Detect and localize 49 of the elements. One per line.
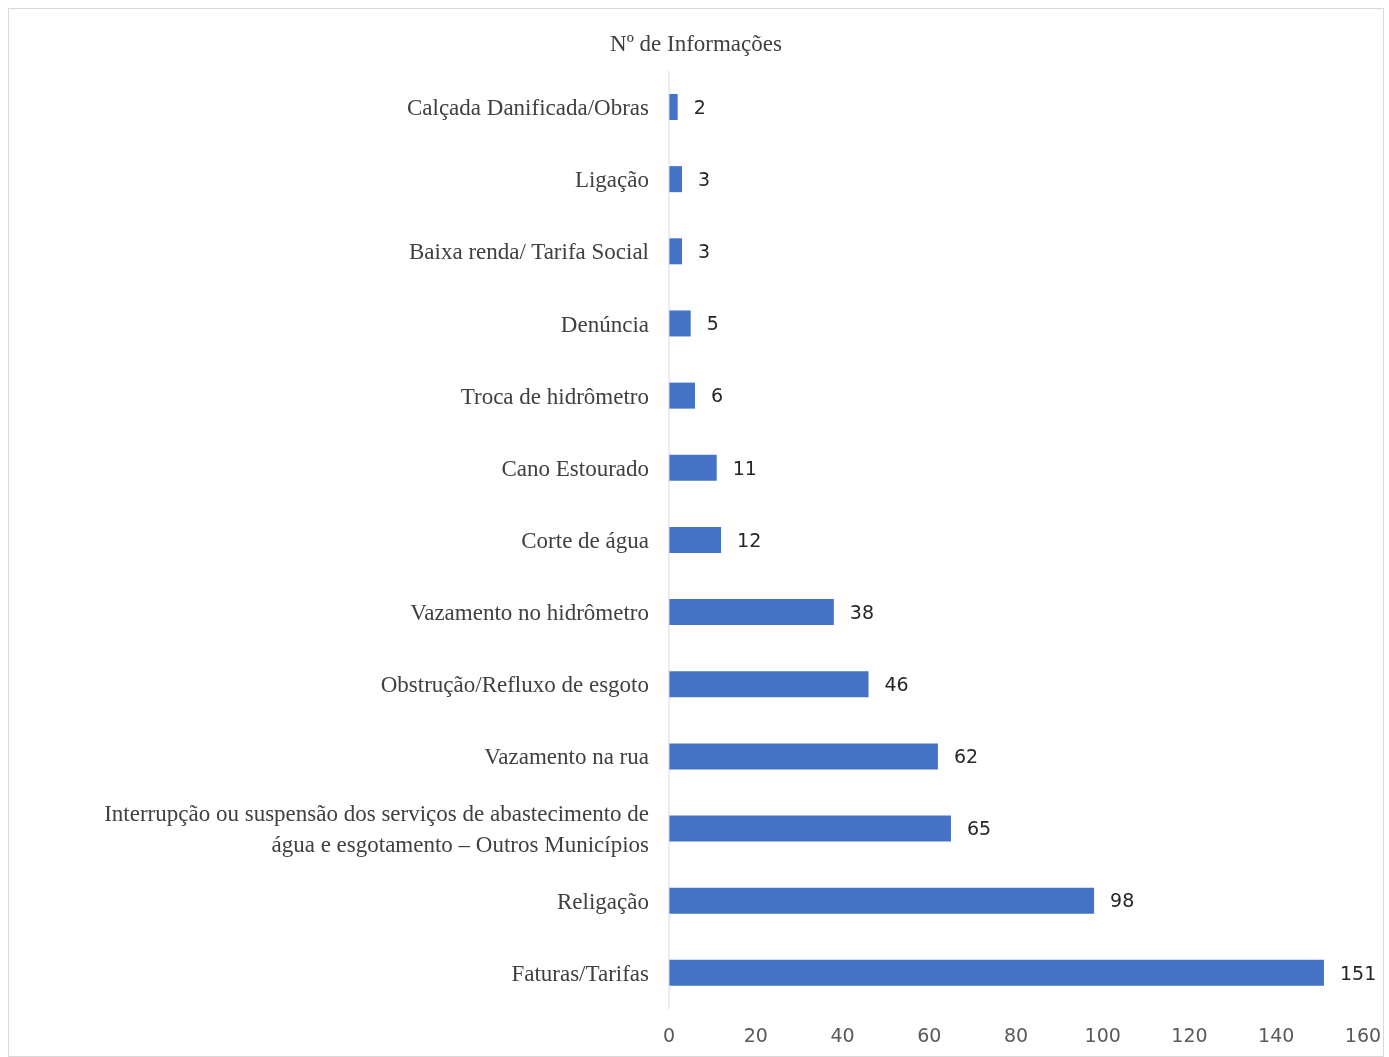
x-tick-label: 140 xyxy=(1258,1024,1295,1047)
bar xyxy=(669,166,683,193)
bar xyxy=(669,526,722,553)
y-tick-label: Interrupção ou suspensão dos serviços de abastecimento de água e esgotamento – Outros Municípios xyxy=(104,800,650,857)
bar xyxy=(669,815,951,842)
x-tick-label: 100 xyxy=(1084,1024,1121,1047)
bar xyxy=(669,454,717,481)
y-tick-label: Faturas/Tarifas xyxy=(511,960,650,986)
data-label: 62 xyxy=(953,745,979,768)
chart-title: Nº de Informações xyxy=(609,31,783,57)
y-tick-label: Obstrução/Refluxo de esgoto xyxy=(380,671,649,697)
data-label: 3 xyxy=(698,167,711,190)
x-tick-label: 0 xyxy=(662,1024,676,1047)
data-label: 11 xyxy=(732,456,757,479)
y-tick-label: Religação xyxy=(557,888,649,914)
data-label: 5 xyxy=(706,312,719,335)
data-label: 65 xyxy=(966,817,992,840)
bar xyxy=(669,382,696,409)
data-label: 151 xyxy=(1339,961,1377,984)
x-tick-label: 20 xyxy=(743,1024,768,1047)
x-tick-label: 40 xyxy=(830,1024,855,1047)
bar xyxy=(669,887,1095,914)
x-tick-label: 60 xyxy=(917,1024,942,1047)
y-tick-label: Troca de hidrômetro xyxy=(460,383,649,409)
bar xyxy=(669,238,683,265)
bar xyxy=(669,959,1324,986)
data-label: 12 xyxy=(737,528,762,551)
bar xyxy=(669,94,678,120)
data-label: 3 xyxy=(698,240,711,263)
bar xyxy=(669,743,938,770)
x-tick-label: 80 xyxy=(1003,1024,1029,1047)
y-tick-label: Calçada Danificada/Obras xyxy=(406,94,650,120)
data-label: 2 xyxy=(693,95,706,118)
bar xyxy=(669,599,834,626)
y-tick-label: Ligação xyxy=(574,166,649,192)
data-label: 38 xyxy=(849,600,875,623)
data-label: 6 xyxy=(711,384,724,407)
bar xyxy=(669,310,691,337)
data-label: 98 xyxy=(1110,889,1135,912)
y-tick-label: Cano Estourado xyxy=(501,455,649,481)
y-tick-label: Vazamento na rua xyxy=(484,743,649,769)
bar xyxy=(669,671,869,698)
y-tick-label: Baixa renda/ Tarifa Social xyxy=(408,238,649,264)
data-label: 46 xyxy=(884,672,909,695)
y-tick-label: Corte de água xyxy=(521,527,649,553)
y-tick-label: Denúncia xyxy=(560,311,649,337)
x-tick-label: 120 xyxy=(1171,1024,1208,1047)
y-tick-label: Vazamento no hidrômetro xyxy=(410,599,649,625)
x-tick-label: 160 xyxy=(1344,1024,1382,1047)
